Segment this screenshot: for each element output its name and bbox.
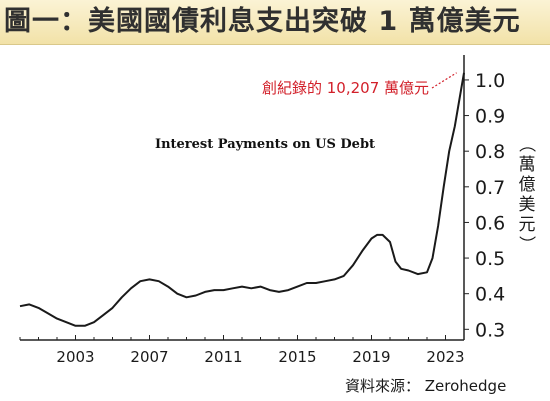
y-tick-group: 0.3 0.4 0.5 0.6 0.7 0.8 0.9 1.0 [464,70,505,341]
unit-char: 億 [519,175,536,195]
y-tick-label: 1.0 [475,70,505,92]
x-tick-group: 2003 2007 2011 2015 2019 2023 [19,335,465,366]
x-tick-label: 2011 [204,348,242,366]
x-tick-label: 2023 [426,348,464,366]
x-tick-label: 2003 [56,348,94,366]
y-tick-label: 0.6 [475,212,505,234]
x-tick-label: 2019 [352,348,390,366]
series-line [19,72,465,327]
page-title: 圖一：美國國債利息支出突破 1 萬億美元 [4,6,521,37]
y-tick-label: 0.5 [475,248,505,270]
unit-char: （ [516,136,536,153]
title-banner: 圖一：美國國債利息支出突破 1 萬億美元 [0,0,550,45]
y-tick-label: 0.8 [475,141,505,163]
y-tick-label: 0.7 [475,177,505,199]
chart-title: Interest Payments on US Debt [155,137,375,152]
x-tick-label: 2015 [278,348,316,366]
plot-area: 2003 2007 2011 2015 2019 2023 0.3 0.4 0.5 0.6 0.7… [19,55,505,366]
annotation-leader [431,72,457,89]
y-axis-unit-label: （ 萬億美元） [516,136,536,253]
source-note: 資料來源： Zerohedge [345,377,507,395]
x-tick-label: 2007 [130,348,168,366]
y-tick-label: 0.3 [475,319,505,341]
unit-char: ） [516,236,536,253]
y-tick-label: 0.4 [475,284,505,306]
unit-char: 美 [519,195,536,215]
record-annotation: 創紀錄的 10,207 萬億元 [262,79,429,97]
y-tick-label: 0.9 [475,106,505,128]
unit-char: 元 [519,215,536,235]
unit-char: 萬 [519,155,536,175]
